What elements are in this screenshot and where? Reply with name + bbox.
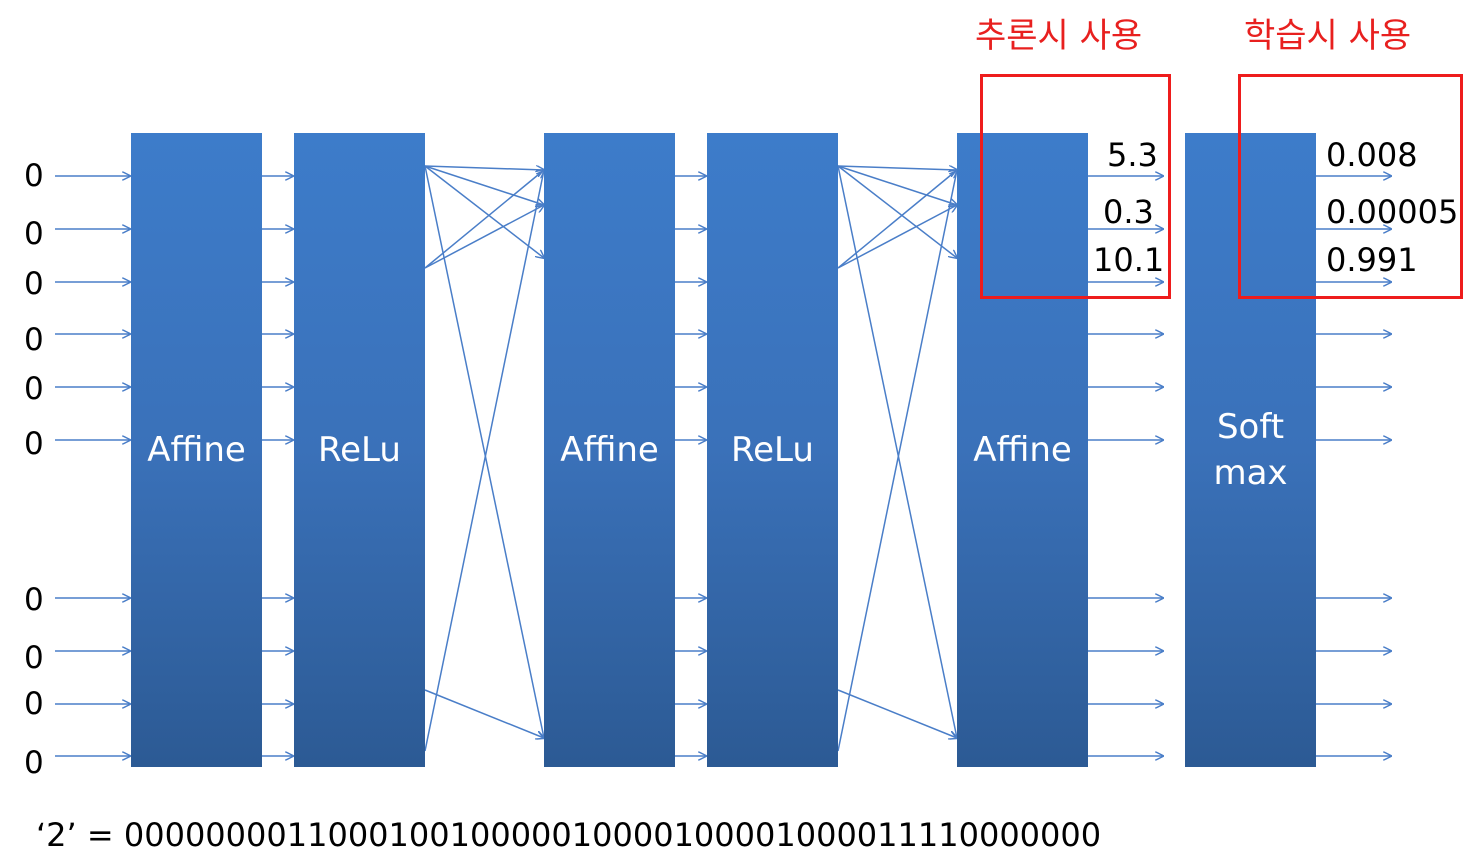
- relu-layer-2: ReLu: [707, 133, 838, 767]
- affine-output-value: 10.1: [1093, 241, 1165, 279]
- crossing-arrow: [837, 165, 957, 738]
- input-encoding: ‘2’ = 0000000011000100100000100001000010…: [36, 816, 1102, 854]
- crossing-arrow: [424, 166, 544, 170]
- crossing-arrow: [424, 165, 544, 258]
- affine-layer-2: Affine: [544, 133, 675, 767]
- layer-label: ReLu: [318, 430, 401, 470]
- crossing-arrow: [424, 205, 544, 269]
- softmax-layer: Soft max: [1185, 133, 1316, 767]
- input-value: 0: [24, 371, 44, 407]
- crossing-arrow: [837, 165, 957, 205]
- affine-output-value: 0.3: [1103, 193, 1154, 231]
- crossing-arrow: [837, 170, 957, 752]
- layer-label: Affine: [560, 430, 659, 470]
- relu-layer-1: ReLu: [294, 133, 425, 767]
- softmax-output-value: 0.991: [1326, 241, 1418, 279]
- layer-label: Affine: [147, 430, 246, 470]
- training-label: 학습시 사용: [1244, 16, 1412, 56]
- crossing-arrow: [424, 170, 544, 269]
- input-value: 0: [24, 426, 44, 462]
- crossing-arrow: [837, 170, 957, 269]
- crossing-arrow: [837, 165, 957, 258]
- layer-label: Soft max: [1213, 407, 1288, 493]
- crossing-arrow: [424, 165, 544, 738]
- crossing-arrow: [837, 205, 957, 269]
- input-value: 0: [24, 686, 44, 722]
- layer-label: ReLu: [731, 430, 814, 470]
- input-value: 0: [24, 158, 44, 194]
- inference-highlight-box: [980, 74, 1171, 299]
- input-value: 0: [24, 322, 44, 358]
- softmax-output-value: 0.00005: [1326, 193, 1459, 231]
- input-value: 0: [24, 266, 44, 302]
- crossing-arrow: [424, 165, 544, 205]
- softmax-output-value: 0.008: [1326, 136, 1418, 174]
- input-value: 0: [24, 582, 44, 618]
- affine-layer-1: Affine: [131, 133, 262, 767]
- training-highlight-box: [1238, 74, 1463, 299]
- input-value: 0: [24, 745, 44, 781]
- affine-layer-3: Affine: [957, 133, 1088, 767]
- crossing-arrow: [837, 166, 957, 170]
- input-value: 0: [24, 640, 44, 676]
- affine-output-value: 5.3: [1107, 136, 1158, 174]
- crossing-arrow: [837, 689, 957, 738]
- inference-label: 추론시 사용: [975, 16, 1143, 56]
- layer-label: Affine: [973, 430, 1072, 470]
- input-value: 0: [24, 216, 44, 252]
- crossing-arrow: [424, 170, 544, 752]
- connection-arrows: [55, 166, 1391, 756]
- crossing-arrow: [424, 689, 544, 738]
